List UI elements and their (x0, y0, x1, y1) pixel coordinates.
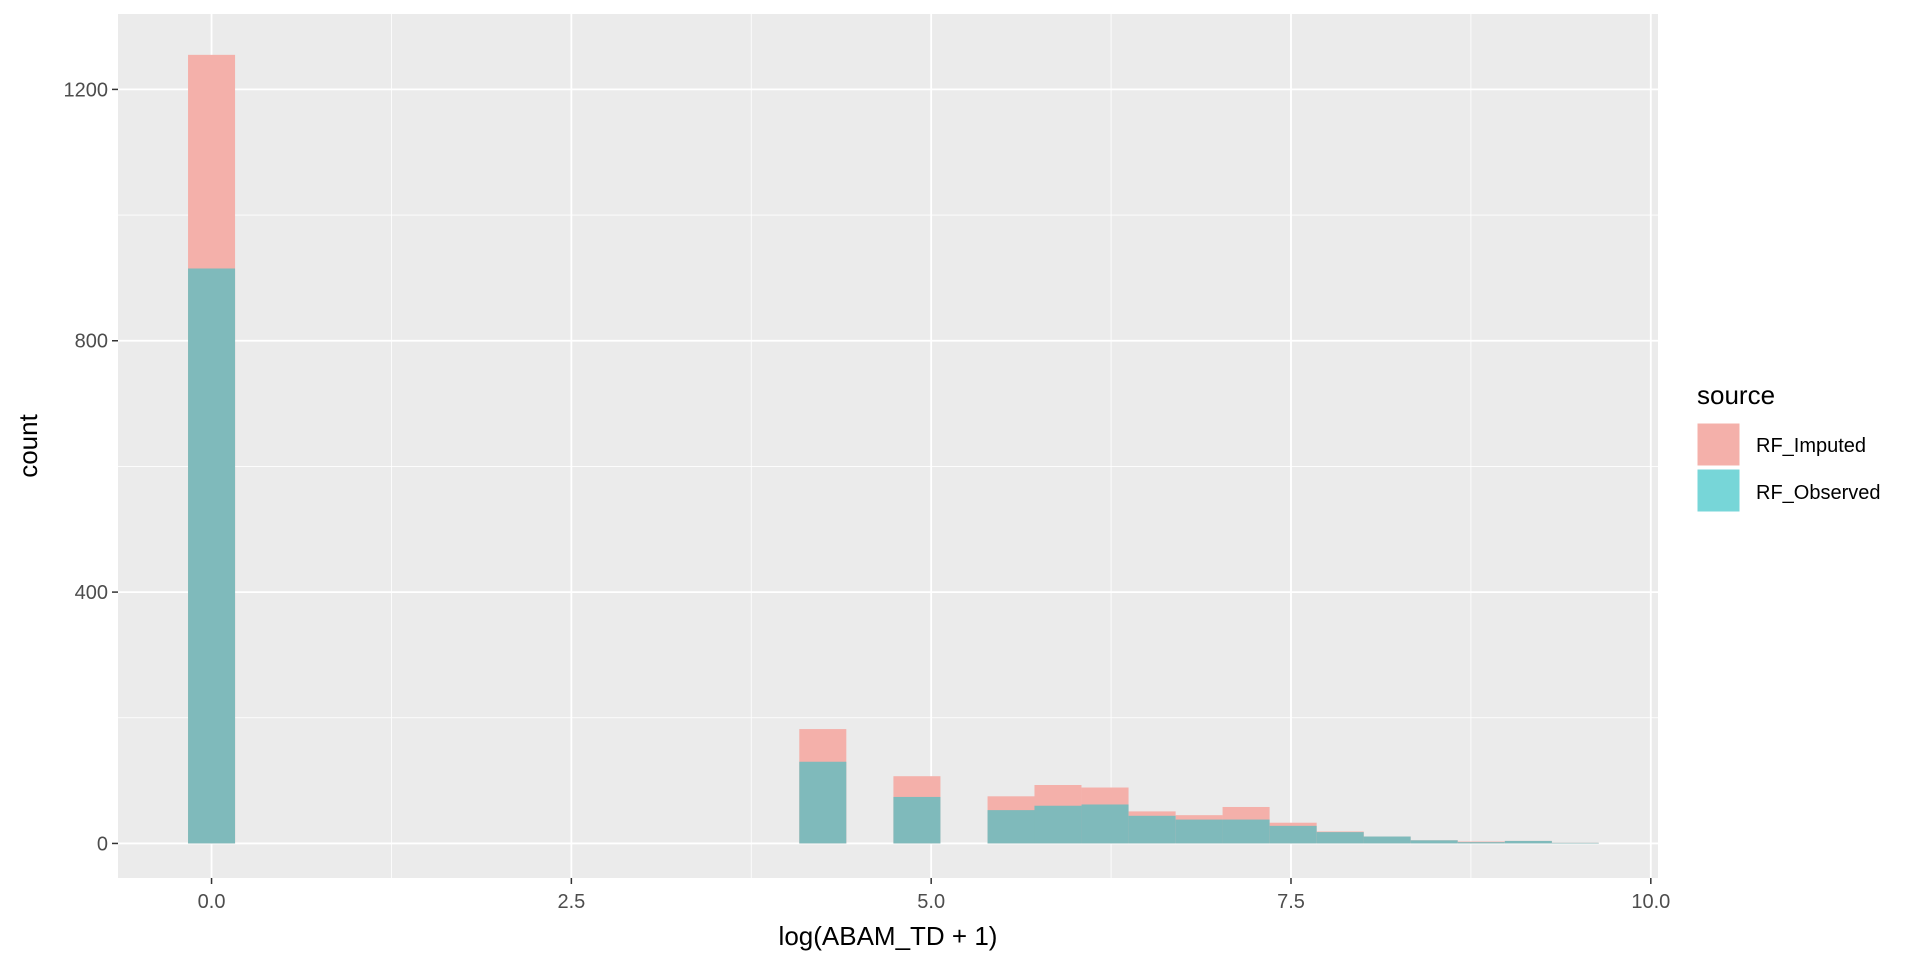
plot-panel (118, 14, 1658, 878)
series-rf-observed (188, 268, 1599, 844)
x-axis: 0.0 2.5 5.0 7.5 10.0 (198, 878, 1670, 913)
bar-rf-observed (893, 796, 941, 844)
y-tick-label: 0 (97, 833, 108, 855)
bar-rf-observed (1269, 825, 1317, 844)
bar-rf-observed (1128, 815, 1176, 844)
minor-gridlines (118, 14, 1658, 878)
legend-key-rf-observed (1696, 468, 1741, 513)
legend: source RF_Imputed RF_Observed (1696, 380, 1881, 513)
x-tick-label: 0.0 (198, 891, 226, 913)
legend-label-rf-observed: RF_Observed (1756, 482, 1881, 504)
bar-rf-observed (1081, 804, 1129, 844)
legend-key-rf-imputed (1696, 422, 1741, 467)
y-tick-label: 1200 (64, 79, 109, 101)
y-axis-title: count (13, 413, 43, 477)
x-tick-label: 2.5 (557, 891, 585, 913)
bar-rf-observed (1316, 832, 1364, 844)
bar-rf-observed (1410, 840, 1458, 844)
bar-rf-observed (987, 810, 1035, 844)
x-tick-label: 10.0 (1631, 891, 1670, 913)
bar-rf-observed (1551, 842, 1599, 844)
x-tick-label: 7.5 (1277, 891, 1305, 913)
legend-title: source (1697, 380, 1775, 410)
bar-rf-observed (1222, 819, 1270, 844)
bar-rf-observed (1175, 819, 1223, 844)
bar-rf-observed (1504, 840, 1552, 844)
x-tick-label: 5.0 (917, 891, 945, 913)
y-axis: 0 400 800 1200 (64, 79, 118, 855)
bar-rf-observed (1034, 805, 1082, 844)
bar-rf-observed (799, 761, 847, 844)
bar-rf-observed (188, 268, 236, 844)
bar-rf-observed (1363, 836, 1411, 844)
legend-label-rf-imputed: RF_Imputed (1756, 435, 1866, 457)
bar-rf-observed (1457, 842, 1505, 844)
y-tick-label: 400 (75, 582, 108, 604)
y-tick-label: 800 (75, 331, 108, 353)
x-axis-title: log(ABAM_TD + 1) (779, 921, 998, 951)
